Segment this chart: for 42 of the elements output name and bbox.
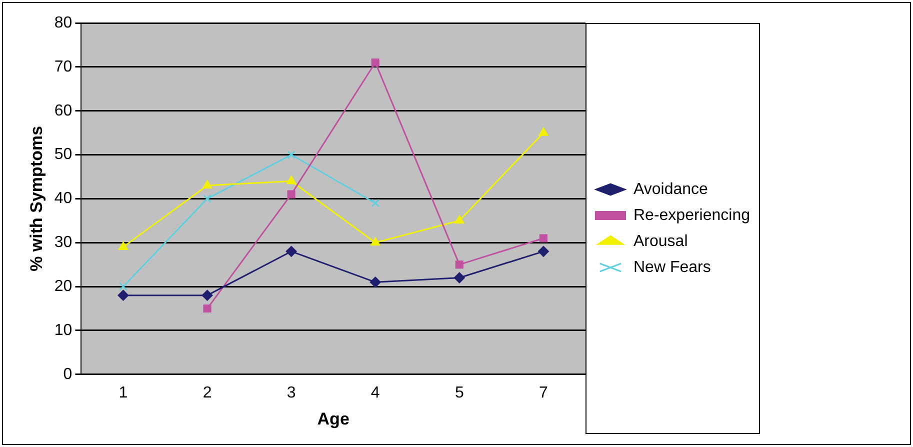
y-tick-label: 20: [54, 278, 72, 295]
y-tick-label: 0: [63, 366, 72, 383]
x-tick-label: 4: [370, 384, 380, 402]
y-tick-label: 70: [54, 58, 72, 76]
point: [370, 276, 381, 288]
x-tick-label: 1: [118, 384, 128, 402]
point: [538, 246, 549, 257]
point: [203, 304, 212, 313]
y-tick-label: 40: [54, 190, 72, 208]
point: [118, 242, 128, 250]
point: [286, 176, 296, 184]
y-tick-label: 10: [54, 322, 72, 339]
point: [287, 150, 296, 160]
point: [538, 127, 548, 136]
y-tick-label: 50: [54, 146, 72, 164]
x-tick-label: 2: [202, 384, 212, 402]
point: [202, 194, 212, 203]
x-tick-label: 5: [454, 384, 464, 402]
point: [454, 272, 465, 284]
legend-label: New Fears: [633, 258, 711, 276]
legend-label: Avoidance: [633, 180, 708, 198]
point: [118, 290, 129, 301]
point: [287, 190, 296, 198]
point: [454, 215, 464, 224]
point: [371, 198, 380, 208]
point: [202, 180, 212, 189]
point: [455, 260, 464, 269]
x-axis-title: Age: [317, 409, 350, 428]
point: [202, 290, 213, 301]
y-axis-title: % with Symptoms: [26, 126, 46, 272]
point: [539, 234, 548, 242]
point: [370, 237, 380, 246]
y-tick-label: 80: [54, 14, 72, 32]
legend-label: Re-experiencing: [633, 206, 750, 224]
legend-label: Arousal: [633, 232, 688, 250]
y-tick-label: 60: [54, 102, 72, 120]
x-tick-label: 7: [539, 384, 548, 402]
point: [371, 58, 380, 67]
point: [286, 246, 297, 257]
y-tick-label: 30: [54, 234, 72, 252]
x-tick-label: 3: [286, 384, 296, 402]
point: [118, 282, 128, 291]
